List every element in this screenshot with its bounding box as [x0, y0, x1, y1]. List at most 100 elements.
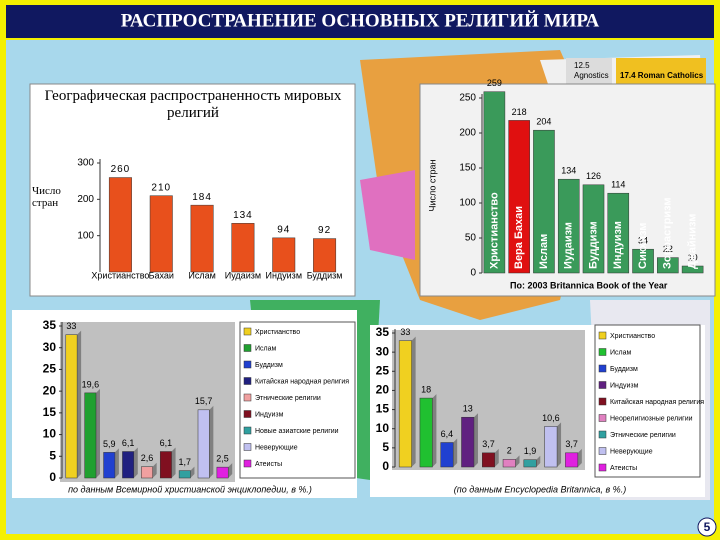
- bar: [190, 204, 214, 273]
- bar-side: [228, 463, 233, 478]
- data-label: 10: [688, 252, 698, 262]
- legend-label: Атеисты: [255, 461, 282, 468]
- bar: [657, 257, 679, 274]
- bar-side: [557, 422, 562, 467]
- legend-swatch: [598, 348, 607, 356]
- y-tick-label: 20: [376, 383, 390, 397]
- data-label: 218: [512, 107, 527, 117]
- legend-label: Неверующие: [610, 448, 653, 455]
- x-tick-label: Ислам: [188, 270, 215, 280]
- bar: [216, 466, 229, 479]
- data-label: 210: [151, 182, 171, 193]
- bar: [482, 452, 495, 468]
- legend-swatch: [598, 381, 607, 389]
- legend-swatch: [598, 331, 607, 340]
- y-tick-label: 25: [376, 363, 390, 377]
- source-note: По: 2003 Britannica Book of the Year: [510, 280, 668, 290]
- legend-swatch: [243, 426, 252, 435]
- x-tick-label: Иудаизм: [225, 270, 261, 280]
- bar: [122, 451, 135, 479]
- x-tick-label: Индуизм: [265, 270, 302, 280]
- data-label: 13: [463, 404, 473, 414]
- bar-side: [453, 438, 458, 467]
- data-label: 19,6: [82, 379, 100, 389]
- legend-swatch: [243, 344, 252, 352]
- y-tick-label: 100: [77, 230, 94, 241]
- legend-label: Китайская народная религия: [255, 377, 349, 385]
- legend-label: Атеисты: [610, 465, 637, 472]
- y-tick-label: 35: [376, 325, 390, 339]
- page-badge: [697, 517, 717, 537]
- title-bar: [6, 5, 714, 38]
- y-tick-label: 30: [43, 340, 57, 354]
- legend-swatch: [598, 414, 607, 422]
- bar: [149, 195, 173, 273]
- x-tick-label: Бахаи: [149, 270, 174, 280]
- legend-box: [594, 324, 701, 478]
- bar-side: [190, 466, 195, 478]
- bar-side: [209, 405, 214, 478]
- bar-side: [171, 447, 176, 478]
- bar: [440, 442, 454, 468]
- y-tick-label: 15: [376, 402, 390, 416]
- bar: [607, 192, 630, 274]
- data-label: 1,7: [179, 457, 192, 467]
- bar-side: [96, 388, 100, 478]
- x-tick-label: Сикхизм: [637, 223, 649, 269]
- data-label: 92: [318, 225, 331, 236]
- data-label: 184: [192, 192, 212, 203]
- data-label: 1,9: [524, 446, 537, 456]
- data-label: 6,1: [160, 438, 173, 448]
- bar: [141, 466, 153, 479]
- legend-swatch: [598, 430, 607, 439]
- bar-side: [432, 394, 437, 467]
- x-tick-label: Зороастризм: [662, 198, 674, 269]
- legend-label: Неорелигиозные религии: [610, 415, 693, 422]
- bar: [544, 426, 558, 468]
- bar: [557, 178, 580, 274]
- y-tick-label: 5: [49, 448, 56, 462]
- bar-side: [114, 448, 119, 478]
- bar: [108, 177, 132, 273]
- x-tick-label: Христианство: [488, 192, 500, 269]
- bar: [632, 248, 654, 274]
- data-label: 204: [536, 117, 551, 127]
- y-axis-label: Число стран: [427, 159, 437, 211]
- bar: [533, 129, 555, 274]
- y-tick-label: 150: [459, 163, 476, 174]
- legend-label: Этнические религии: [610, 432, 676, 439]
- y-tick-label: 200: [77, 194, 94, 205]
- y-tick-label: 10: [43, 427, 57, 441]
- y-tick-label: 15: [43, 405, 57, 419]
- map-land: [360, 170, 415, 260]
- legend-swatch: [243, 360, 252, 369]
- data-label: 6,4: [441, 429, 454, 439]
- y-tick-label: 5: [382, 440, 389, 454]
- bar: [197, 409, 210, 479]
- data-label: 3,7: [482, 439, 495, 449]
- data-label: 22: [663, 244, 673, 254]
- bar: [681, 265, 704, 274]
- map-label: Agnostics: [574, 71, 609, 80]
- legend-swatch: [598, 463, 607, 472]
- source-note: (по данным Encyclopedia Britannica, в %.…: [454, 484, 626, 494]
- legend-label: Китайская народная религия: [610, 398, 704, 406]
- y-tick-label: 250: [459, 93, 476, 104]
- x-tick-label: Буддизм: [307, 270, 343, 280]
- y-tick-label: 300: [77, 158, 94, 169]
- data-label: 3,7: [565, 439, 578, 449]
- data-label: 114: [611, 180, 625, 190]
- data-label: 5,9: [103, 439, 116, 449]
- data-label: 18: [421, 384, 431, 394]
- data-label: 33: [66, 321, 76, 331]
- data-label: 126: [586, 171, 601, 181]
- legend-label: Буддизм: [255, 362, 283, 369]
- data-label: 2: [507, 446, 512, 456]
- y-tick-label: 0: [382, 459, 389, 473]
- legend-swatch: [243, 327, 252, 336]
- bar: [523, 459, 537, 468]
- bar: [508, 120, 530, 274]
- x-tick-label: Иудаизм: [563, 222, 575, 269]
